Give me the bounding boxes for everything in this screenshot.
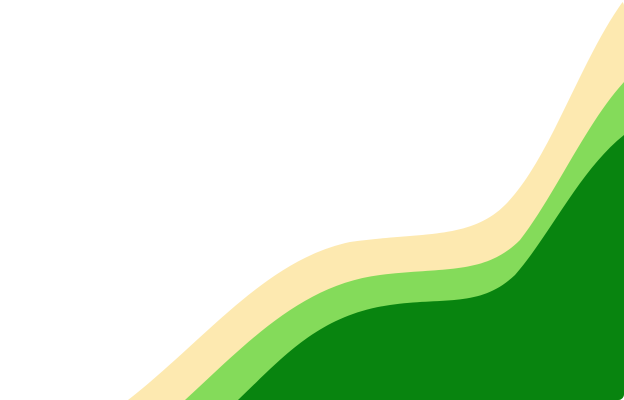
wave-front-layer <box>238 135 624 400</box>
